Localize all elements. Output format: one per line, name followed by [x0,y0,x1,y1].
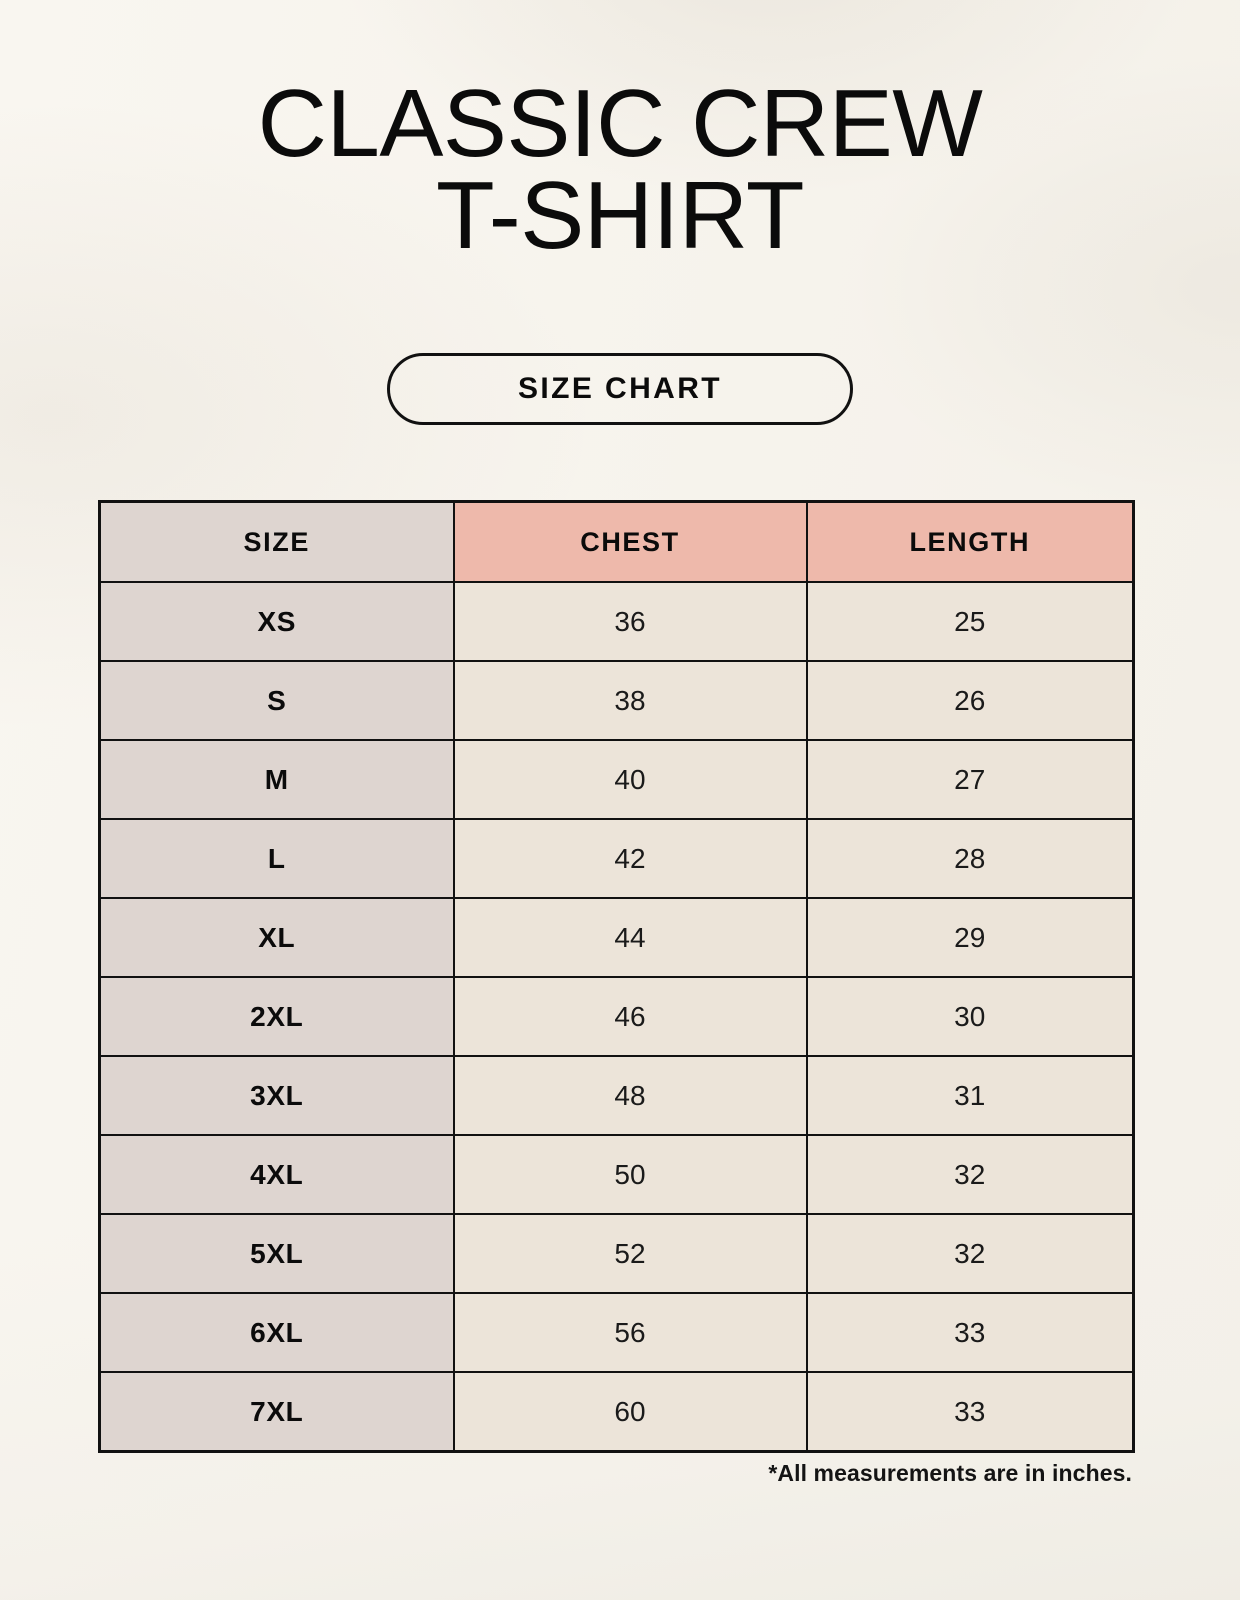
table-row: 3XL 48 31 [98,1055,1135,1136]
cell-size: 4XL [98,1134,455,1215]
table-row: L 42 28 [98,818,1135,899]
table-row: 2XL 46 30 [98,976,1135,1057]
cell-chest: 42 [452,818,808,899]
column-header-size: SIZE [98,500,455,583]
cell-chest: 40 [452,739,808,820]
cell-size: 3XL [98,1055,455,1136]
cell-length: 33 [805,1292,1135,1373]
size-table-container: SIZE CHEST LENGTH XS 36 25 S 38 26 M [98,500,1135,1453]
cell-length: 26 [805,660,1135,741]
table-row: 4XL 50 32 [98,1134,1135,1215]
table-row: 7XL 60 33 [98,1371,1135,1453]
cell-length: 25 [805,581,1135,662]
cell-size: XL [98,897,455,978]
cell-size: XS [98,581,455,662]
cell-chest: 52 [452,1213,808,1294]
cell-size: 6XL [98,1292,455,1373]
table-row: 5XL 52 32 [98,1213,1135,1294]
cell-length: 28 [805,818,1135,899]
cell-length: 31 [805,1055,1135,1136]
cell-length: 27 [805,739,1135,820]
cell-size: M [98,739,455,820]
cell-chest: 46 [452,976,808,1057]
table-row: 6XL 56 33 [98,1292,1135,1373]
cell-length: 32 [805,1134,1135,1215]
cell-length: 32 [805,1213,1135,1294]
cell-chest: 48 [452,1055,808,1136]
size-chart-badge: SIZE CHART [387,353,853,425]
cell-size: L [98,818,455,899]
table-row: S 38 26 [98,660,1135,741]
table-row: XL 44 29 [98,897,1135,978]
measurement-footnote: *All measurements are in inches. [768,1460,1132,1486]
table-row: M 40 27 [98,739,1135,820]
page-title-line-1: CLASSIC CREW [257,70,983,177]
column-header-length: LENGTH [805,500,1135,583]
cell-chest: 50 [452,1134,808,1215]
table-header-row: SIZE CHEST LENGTH [98,500,1135,583]
cell-chest: 56 [452,1292,808,1373]
cell-chest: 60 [452,1371,808,1453]
size-table: SIZE CHEST LENGTH XS 36 25 S 38 26 M [98,500,1135,1453]
size-table-body: XS 36 25 S 38 26 M 40 27 L 42 28 [98,581,1135,1453]
column-header-chest: CHEST [452,500,808,583]
cell-size: 5XL [98,1213,455,1294]
cell-size: 2XL [98,976,455,1057]
size-table-header: SIZE CHEST LENGTH [98,500,1135,583]
cell-chest: 38 [452,660,808,741]
page-title: CLASSIC CREW T-SHIRT [0,70,1240,270]
size-chart-badge-container: SIZE CHART [0,353,1240,425]
cell-length: 29 [805,897,1135,978]
cell-chest: 36 [452,581,808,662]
cell-length: 33 [805,1371,1135,1453]
cell-size: 7XL [98,1371,455,1453]
cell-length: 30 [805,976,1135,1057]
cell-chest: 44 [452,897,808,978]
page-title-line-2: T-SHIRT [435,162,805,270]
table-row: XS 36 25 [98,581,1135,662]
cell-size: S [98,660,455,741]
